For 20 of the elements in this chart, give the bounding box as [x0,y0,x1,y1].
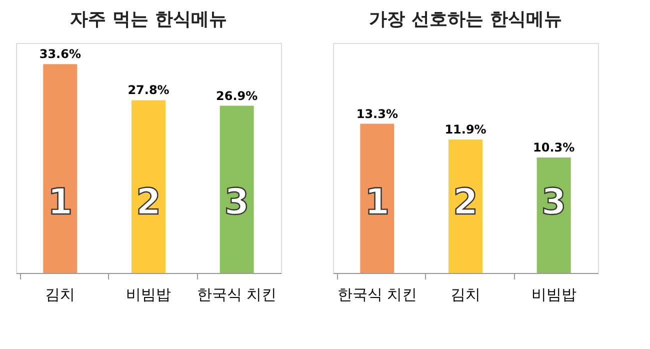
annotation: 2 [452,182,478,223]
annotation: 3 [541,182,566,223]
x-tick-label: 김치 [450,286,480,304]
x-tick-label: 비빔밥 [531,286,576,304]
annotation: 1 [48,182,73,223]
x-tick-label: 김치 [45,286,76,304]
x-tick-label: 한국식 치킨 [337,286,418,304]
data-label: 26.9% [216,88,258,103]
data-label: 10.3% [533,140,575,154]
x-tick-label: 비빔밥 [126,286,171,304]
annotation: 1 [364,182,390,223]
x-tick-label: 한국식 치킨 [196,286,277,304]
annotation: 3 [224,182,250,223]
data-label: 27.8% [128,83,170,98]
chart-title: 자주 먹는 한식메뉴 [70,9,227,30]
data-label: 11.9% [444,122,486,136]
chart-title: 가장 선호하는 한식메뉴 [369,9,562,30]
annotation: 2 [136,182,162,223]
data-label: 33.6% [39,47,81,62]
data-label: 13.3% [356,106,398,121]
